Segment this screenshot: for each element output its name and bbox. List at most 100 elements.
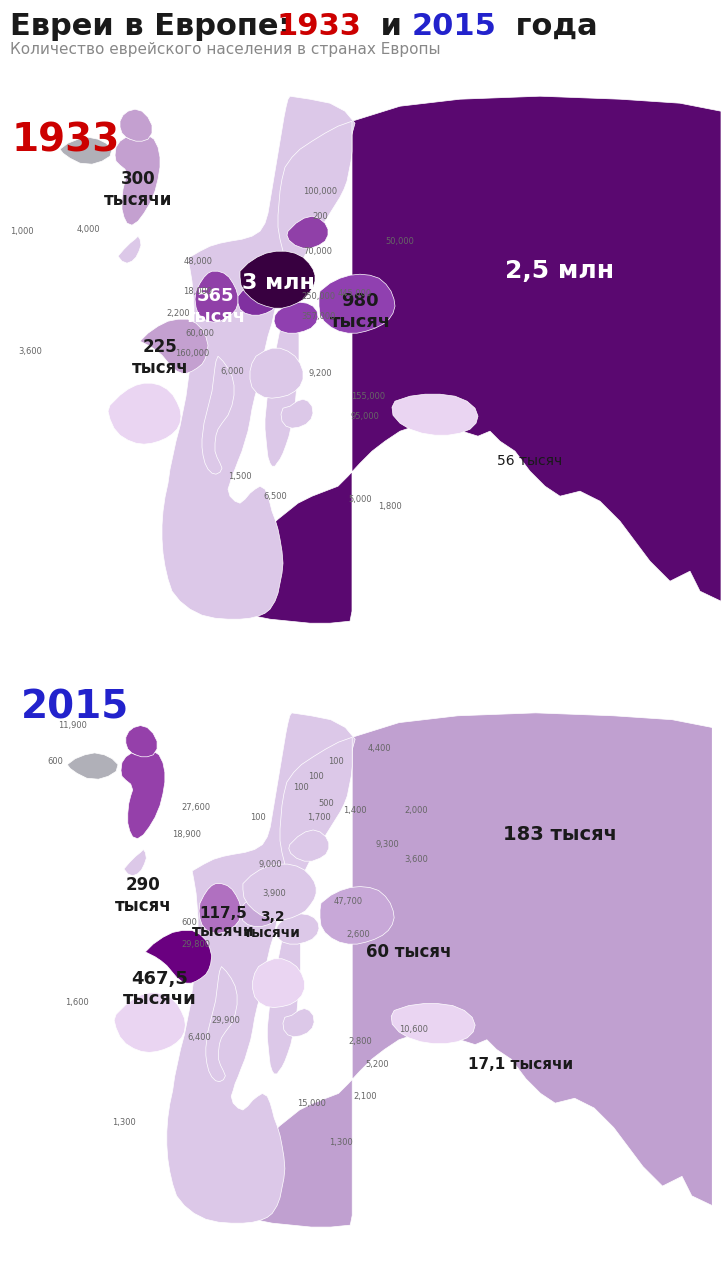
- Text: 2,600: 2,600: [346, 929, 370, 938]
- Text: 1,300: 1,300: [329, 1138, 353, 1147]
- Text: 2,100: 2,100: [353, 1092, 376, 1101]
- Text: 2,5 млн: 2,5 млн: [505, 259, 614, 283]
- Text: 1,000: 1,000: [10, 227, 34, 236]
- Polygon shape: [199, 883, 241, 933]
- Text: 29,900: 29,900: [211, 1016, 240, 1025]
- Text: 3 млн: 3 млн: [242, 273, 314, 293]
- Text: 1,400: 1,400: [343, 806, 367, 815]
- Text: 9,300: 9,300: [376, 840, 399, 849]
- Polygon shape: [392, 394, 478, 435]
- Polygon shape: [265, 122, 352, 466]
- Polygon shape: [202, 356, 234, 474]
- Polygon shape: [115, 133, 160, 225]
- Text: 100: 100: [309, 772, 324, 781]
- Polygon shape: [124, 850, 146, 876]
- Polygon shape: [289, 829, 329, 861]
- Polygon shape: [146, 931, 212, 983]
- Polygon shape: [232, 96, 721, 623]
- Text: 15,000: 15,000: [297, 1098, 326, 1107]
- Text: 250,000: 250,000: [301, 292, 335, 301]
- Polygon shape: [140, 319, 208, 374]
- Text: 357,000: 357,000: [301, 312, 335, 321]
- Text: 200: 200: [312, 211, 328, 220]
- Polygon shape: [118, 237, 141, 264]
- Text: 980
тысяч: 980 тысяч: [329, 292, 391, 330]
- Text: 3,600: 3,600: [18, 347, 42, 356]
- Text: 1933: 1933: [12, 122, 120, 159]
- Polygon shape: [392, 1004, 475, 1043]
- Text: года: года: [505, 12, 598, 41]
- Text: 48,000: 48,000: [184, 257, 213, 266]
- Text: 6,500: 6,500: [263, 492, 287, 500]
- Text: 1,800: 1,800: [378, 502, 402, 511]
- Text: 5,000: 5,000: [348, 494, 372, 504]
- Text: Количество еврейского населения в странах Европы: Количество еврейского населения в страна…: [10, 41, 441, 56]
- Polygon shape: [319, 274, 395, 333]
- Text: 2015: 2015: [412, 12, 497, 41]
- Text: 5,200: 5,200: [366, 1060, 389, 1069]
- Polygon shape: [235, 713, 712, 1228]
- Text: 11,900: 11,900: [58, 721, 87, 730]
- Text: 47,700: 47,700: [334, 897, 363, 906]
- Text: 500: 500: [318, 799, 334, 808]
- Polygon shape: [281, 399, 313, 429]
- Polygon shape: [126, 726, 157, 756]
- Text: 29,800: 29,800: [182, 940, 211, 948]
- Text: 117,5
тысячи: 117,5 тысячи: [192, 906, 255, 938]
- Text: 9,000: 9,000: [258, 860, 282, 869]
- Text: 4,000: 4,000: [76, 225, 99, 234]
- Polygon shape: [121, 749, 165, 838]
- Polygon shape: [167, 713, 355, 1224]
- Text: 3,900: 3,900: [262, 888, 286, 897]
- Polygon shape: [320, 887, 394, 945]
- Text: 155,000: 155,000: [351, 392, 385, 401]
- Polygon shape: [120, 109, 152, 141]
- Polygon shape: [200, 891, 221, 915]
- Text: 100,000: 100,000: [303, 187, 337, 196]
- Text: 565
тысяч: 565 тысяч: [185, 287, 246, 325]
- Polygon shape: [240, 251, 315, 308]
- Text: 95,000: 95,000: [350, 412, 379, 421]
- Text: 60,000: 60,000: [185, 329, 215, 338]
- Text: 160,000: 160,000: [175, 348, 209, 357]
- Polygon shape: [195, 271, 238, 323]
- Text: 4,400: 4,400: [368, 745, 392, 754]
- Polygon shape: [114, 993, 185, 1052]
- Polygon shape: [252, 959, 304, 1007]
- Text: Евреи в Европе:: Евреи в Европе:: [10, 12, 301, 41]
- Text: 445,000: 445,000: [338, 289, 372, 298]
- Polygon shape: [276, 914, 319, 945]
- Polygon shape: [287, 216, 328, 248]
- Polygon shape: [67, 753, 118, 780]
- Polygon shape: [243, 864, 316, 920]
- Text: 467,5
тысячи: 467,5 тысячи: [123, 969, 197, 1009]
- Text: 6,000: 6,000: [220, 366, 244, 376]
- Text: 1,300: 1,300: [112, 1119, 136, 1128]
- Text: 100: 100: [293, 783, 309, 792]
- Text: 183 тысяч: 183 тысяч: [503, 826, 617, 845]
- Polygon shape: [267, 737, 352, 1074]
- Text: 1933: 1933: [276, 12, 361, 41]
- Text: 17,1 тысячи: 17,1 тысячи: [469, 1056, 574, 1071]
- Text: 3,600: 3,600: [404, 855, 428, 864]
- Text: 2,200: 2,200: [166, 308, 190, 317]
- Text: 600: 600: [181, 918, 198, 927]
- Polygon shape: [241, 895, 280, 927]
- Polygon shape: [283, 1009, 314, 1037]
- Text: 300
тысячи: 300 тысячи: [104, 170, 172, 209]
- Text: 290
тысяч: 290 тысяч: [115, 876, 172, 915]
- Polygon shape: [250, 348, 303, 398]
- Text: 1,500: 1,500: [228, 472, 252, 481]
- Text: и: и: [370, 12, 412, 41]
- Polygon shape: [196, 279, 217, 303]
- Polygon shape: [206, 966, 237, 1082]
- Text: 18,900: 18,900: [172, 831, 201, 840]
- Polygon shape: [60, 137, 112, 164]
- Text: 225
тысяч: 225 тысяч: [132, 338, 188, 376]
- Text: 60 тысяч: 60 тысяч: [366, 943, 451, 961]
- Text: 27,600: 27,600: [182, 803, 211, 812]
- Text: 600: 600: [48, 758, 63, 767]
- Text: 18,000: 18,000: [184, 287, 213, 296]
- Text: 2,800: 2,800: [348, 1037, 372, 1046]
- Text: 2015: 2015: [20, 689, 129, 727]
